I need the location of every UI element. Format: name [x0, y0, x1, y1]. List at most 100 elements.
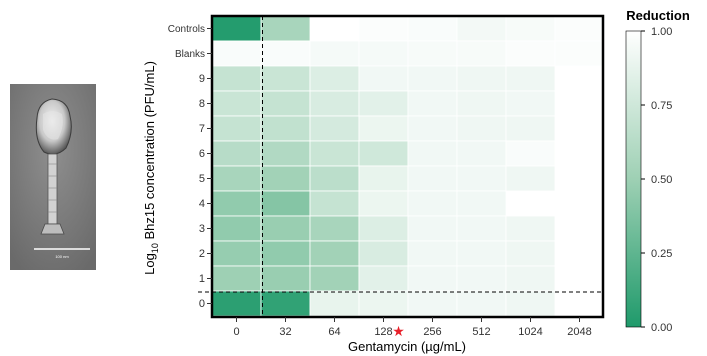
heatmap-cell: [505, 65, 556, 92]
heatmap-cell: [260, 90, 311, 117]
heatmap-cell: [309, 290, 360, 317]
heatmap-cell: [211, 215, 262, 242]
y-tick-label: 5: [199, 173, 205, 185]
heatmap-cell: [456, 190, 507, 217]
heatmap-cell: [260, 165, 311, 192]
heatmap-cell: [505, 90, 556, 117]
y-tick-label: 8: [199, 98, 205, 110]
heatmap-cell: [456, 15, 507, 42]
x-tick-label: 32: [279, 326, 291, 338]
y-tick-label: 7: [199, 123, 205, 135]
heatmap-cell: [407, 115, 458, 142]
y-tick-label: 6: [199, 148, 205, 160]
legend-tick-label: 0.50: [651, 174, 672, 186]
heatmap-cell: [260, 290, 311, 317]
heatmap-cell: [260, 115, 311, 142]
heatmap-cell: [309, 215, 360, 242]
heatmap-cell: [211, 290, 262, 317]
marker-star-icon: ★: [392, 323, 405, 339]
heatmap-cell: [260, 190, 311, 217]
x-tick-label: 0: [233, 326, 239, 338]
heatmap-cell: [456, 90, 507, 117]
heatmap-cell: [211, 40, 262, 67]
heatmap-cell: [309, 165, 360, 192]
heatmap-cell: [211, 190, 262, 217]
heatmap-cell: [211, 115, 262, 142]
heatmap-cell: [456, 140, 507, 167]
heatmap-cell: [260, 240, 311, 267]
heatmap-cell: [309, 90, 360, 117]
heatmap-cell: [309, 140, 360, 167]
x-tick-label: 512: [472, 326, 490, 338]
x-tick-label: 256: [423, 326, 441, 338]
heatmap-cell: [309, 265, 360, 292]
heatmap-cell: [456, 40, 507, 67]
heatmap-cell: [211, 265, 262, 292]
heatmap-cell: [260, 215, 311, 242]
x-tick-label: 2048: [567, 326, 591, 338]
legend-tick-label: 0.00: [651, 322, 672, 334]
y-axis-ticks: Controls Blanks 9 8 7 6 5 4 3 2 1 0: [168, 24, 212, 310]
y-tick-label: 1: [199, 273, 205, 285]
heatmap-cell: [211, 15, 262, 42]
heatmap-cell: [505, 240, 556, 267]
legend-title: Reduction: [626, 8, 690, 23]
heatmap-cell: [505, 165, 556, 192]
heatmap-cell: [260, 140, 311, 167]
heatmap-cell: [456, 65, 507, 92]
plot-frame: [210, 14, 605, 319]
heatmap-cell: [505, 140, 556, 167]
heatmap-cell: [407, 215, 458, 242]
heatmap-cell: [358, 240, 409, 267]
heatmap-cell: [260, 15, 311, 42]
heatmap-cell: [358, 115, 409, 142]
y-tick-label: Controls: [168, 24, 205, 35]
heatmap-cell: [260, 265, 311, 292]
heatmap-cell: [407, 290, 458, 317]
x-axis-title: Gentamycin (µg/mL): [348, 339, 466, 354]
legend-tick-label: 0.75: [651, 100, 672, 112]
heatmap-cell: [260, 65, 311, 92]
heatmap-cell: [456, 165, 507, 192]
heatmap-cell: [358, 215, 409, 242]
y-axis-title: Log10 Bhz15 concentration (PFU/mL): [142, 61, 160, 275]
heatmap-cell: [407, 140, 458, 167]
heatmap-cell: [407, 65, 458, 92]
scale-bar-label: 100 nm: [55, 254, 69, 259]
heatmap-cell: [358, 290, 409, 317]
heatmap-cell: [309, 115, 360, 142]
heatmap-cell: [358, 15, 409, 42]
heatmap-cell: [358, 140, 409, 167]
legend-ticks: 1.00 0.75 0.50 0.25 0.00: [641, 26, 672, 334]
heatmap-cell: [358, 165, 409, 192]
heatmap-cell: [358, 90, 409, 117]
heatmap-cell: [554, 15, 605, 42]
heatmap-cell: [309, 240, 360, 267]
heatmap-cell: [211, 165, 262, 192]
x-axis-ticks: 0 32 64 128 ★ 256 512 1024 2048: [233, 317, 592, 339]
heatmap-cell: [309, 40, 360, 67]
heatmap-cell: [211, 140, 262, 167]
x-tick-label: 1024: [518, 326, 542, 338]
heatmap-cell: [456, 240, 507, 267]
y-tick-label: 0: [199, 298, 205, 310]
heatmap-cell: [407, 265, 458, 292]
heatmap-cell: [554, 40, 605, 67]
y-tick-label: 3: [199, 223, 205, 235]
heatmap-cell: [505, 215, 556, 242]
heatmap-cell: [505, 40, 556, 67]
heatmap-cell: [456, 265, 507, 292]
y-tick-label: 4: [199, 198, 205, 210]
phage-micrograph: 100 nm: [10, 84, 96, 270]
heatmap-cell: [407, 165, 458, 192]
heatmap-cell: [407, 40, 458, 67]
heatmap-cells: [211, 15, 605, 317]
heatmap-cell: [456, 115, 507, 142]
heatmap-cell: [505, 115, 556, 142]
y-tick-label: 9: [199, 73, 205, 85]
x-tick-label: 64: [328, 326, 340, 338]
heatmap-cell: [407, 190, 458, 217]
heatmap-cell: [358, 40, 409, 67]
heatmap-cell: [456, 290, 507, 317]
